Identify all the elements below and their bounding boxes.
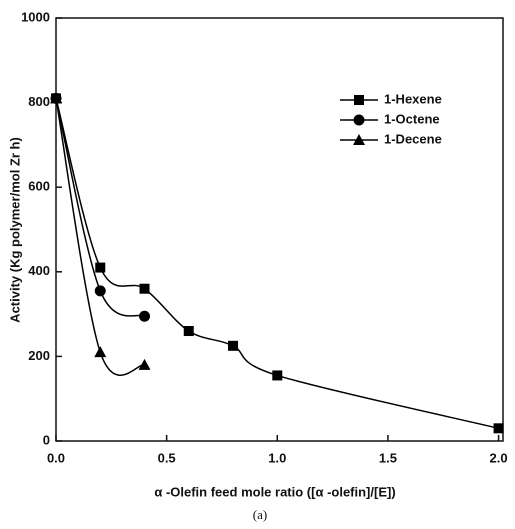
marker [493,423,504,434]
marker [50,92,62,104]
y-tick-label: 400 [28,263,50,278]
legend-label: 1-Octene [384,111,440,126]
series-line [55,98,145,317]
y-tick-label: 1000 [21,9,50,24]
y-tick-label: 200 [28,348,50,363]
marker [183,326,194,337]
x-tick-label: 1.0 [268,450,286,465]
marker [272,370,283,381]
marker [139,310,151,322]
x-tick-label: 0.0 [47,450,65,465]
marker [95,262,106,273]
legend-label: 1-Hexene [384,91,442,106]
marker [353,114,365,126]
marker [138,358,151,370]
y-tick-label: 0 [43,432,50,447]
x-tick-label: 1.5 [379,450,397,465]
x-tick-label: 0.5 [158,450,176,465]
series-line [55,98,145,376]
y-tick-label: 800 [28,94,50,109]
marker [94,285,106,297]
legend-label: 1-Decene [384,131,442,146]
marker [228,340,239,351]
plot-frame [55,17,504,442]
y-axis-label: Activity (Kg polymer/mol Zr h) [7,137,22,323]
marker [94,346,107,358]
x-axis-label: α -Olefin feed mole ratio ([α -olefin]/[… [154,484,395,499]
marker [139,283,150,294]
y-tick-label: 600 [28,179,50,194]
caption: (a) [253,507,267,522]
marker [353,134,365,145]
marker [354,95,364,105]
x-tick-label: 2.0 [490,450,508,465]
